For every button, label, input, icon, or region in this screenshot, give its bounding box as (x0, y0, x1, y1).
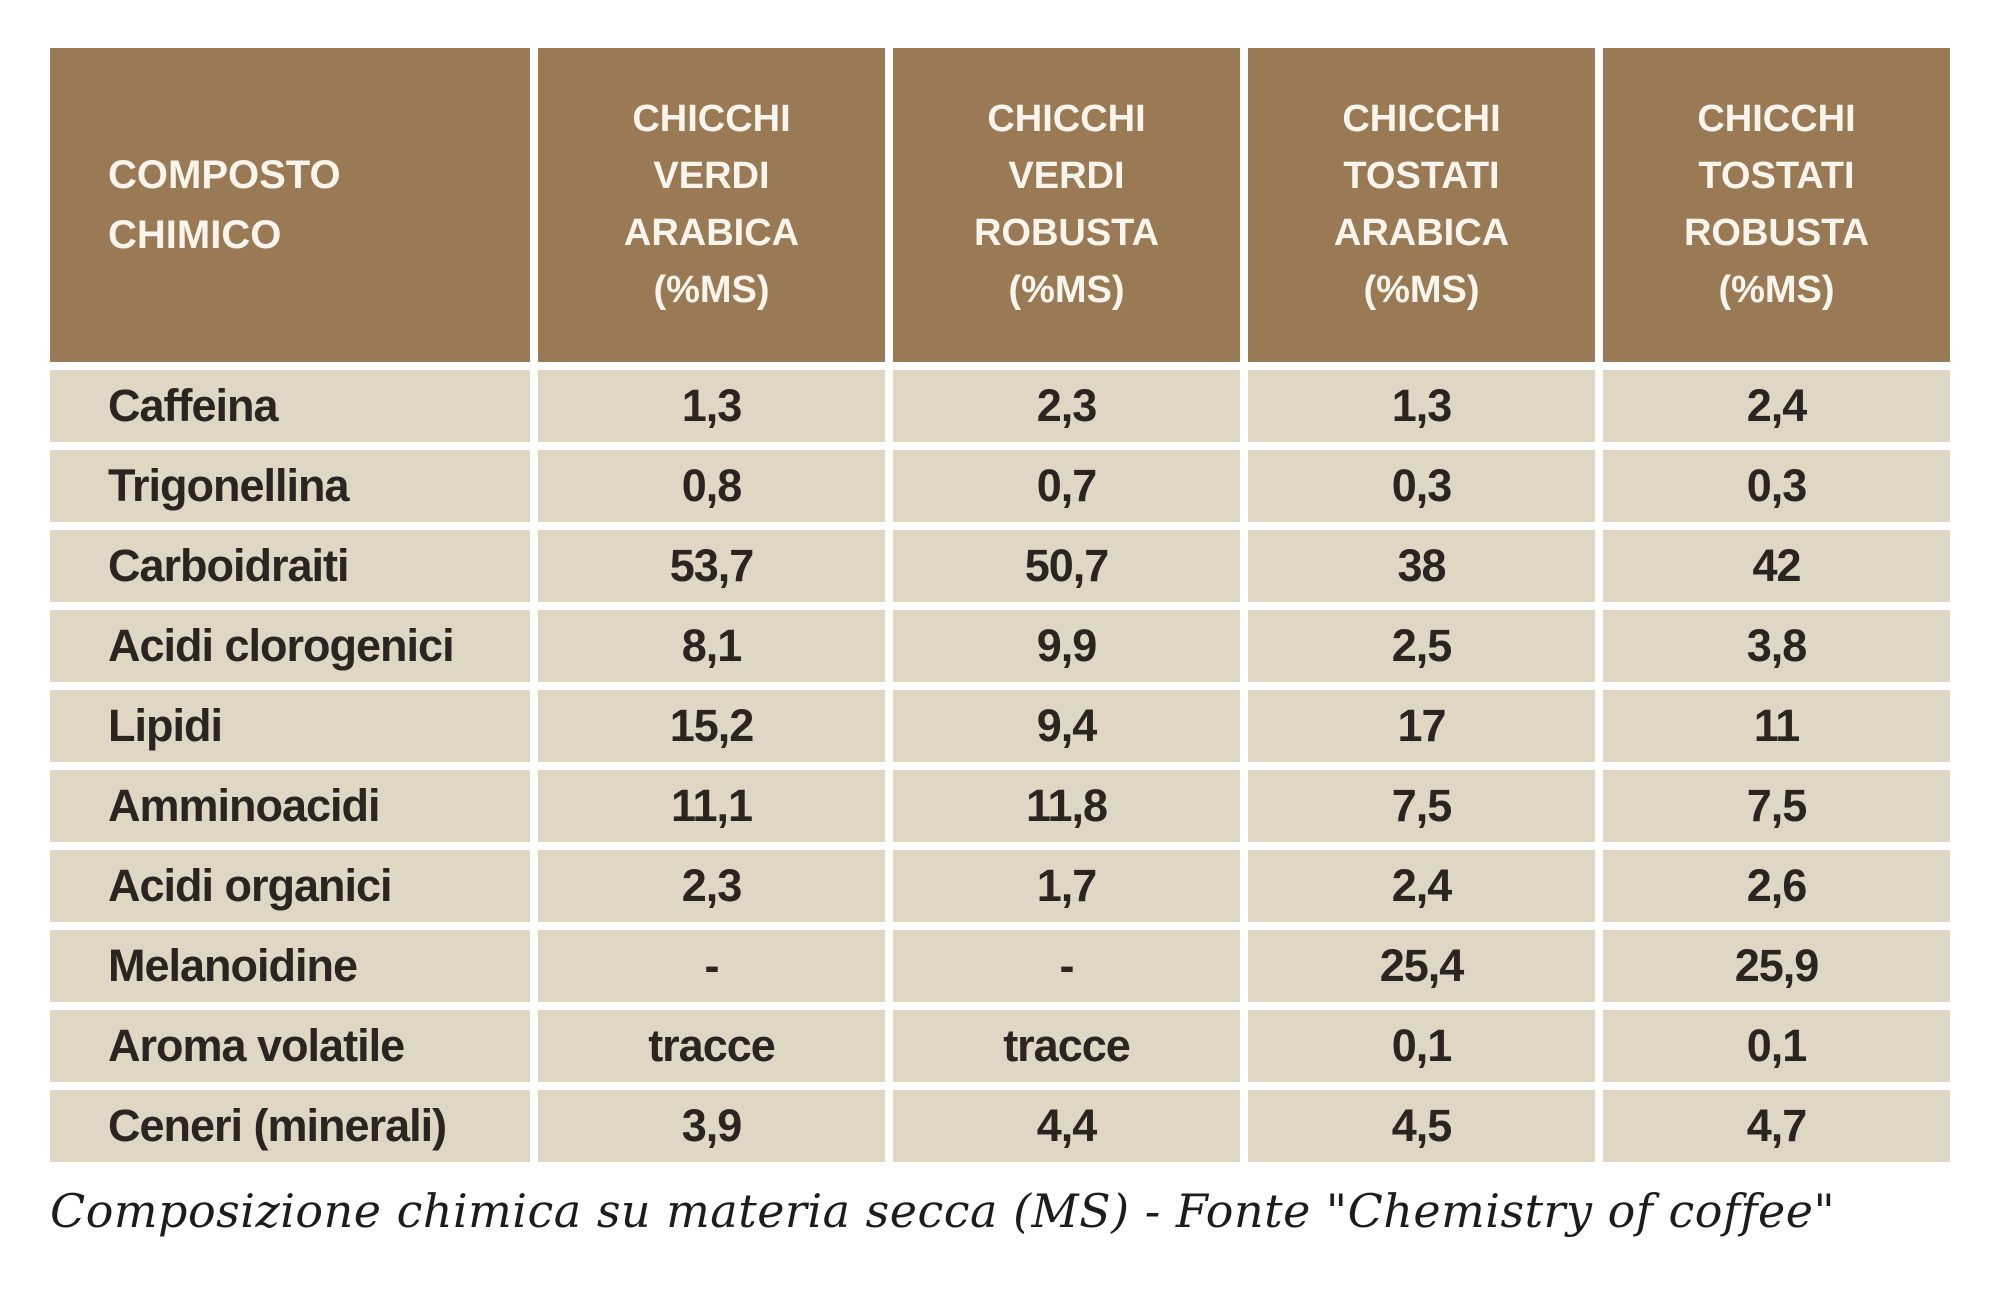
value-cell: tracce (538, 1010, 885, 1082)
value-cell: 42 (1603, 530, 1950, 602)
value-cell: 17 (1248, 690, 1595, 762)
value-cell: 0,3 (1603, 450, 1950, 522)
column-header-chicchi-tostati-arabica: CHICCHI TOSTATI ARABICA (%MS) (1248, 48, 1595, 362)
table-row: Aroma volatile tracce tracce 0,1 0,1 (50, 1010, 1950, 1082)
value-cell: 50,7 (893, 530, 1240, 602)
value-cell: 7,5 (1248, 770, 1595, 842)
value-cell: 2,4 (1603, 370, 1950, 442)
header-row: COMPOSTO CHIMICO CHICCHI VERDI ARABICA (… (50, 48, 1950, 362)
table-row: Acidi organici 2,3 1,7 2,4 2,6 (50, 850, 1950, 922)
value-cell: 11,1 (538, 770, 885, 842)
table-row: Ceneri (minerali) 3,9 4,4 4,5 4,7 (50, 1090, 1950, 1162)
table-row: Trigonellina 0,8 0,7 0,3 0,3 (50, 450, 1950, 522)
value-cell: 0,3 (1248, 450, 1595, 522)
value-cell: 2,4 (1248, 850, 1595, 922)
value-cell: 1,3 (1248, 370, 1595, 442)
value-cell: 38 (1248, 530, 1595, 602)
value-cell: 0,1 (1603, 1010, 1950, 1082)
value-cell: 3,8 (1603, 610, 1950, 682)
table-row: Caffeina 1,3 2,3 1,3 2,4 (50, 370, 1950, 442)
value-cell: 9,9 (893, 610, 1240, 682)
value-cell: 0,1 (1248, 1010, 1595, 1082)
column-header-chicchi-verdi-arabica: CHICCHI VERDI ARABICA (%MS) (538, 48, 885, 362)
value-cell: 53,7 (538, 530, 885, 602)
value-cell: 0,8 (538, 450, 885, 522)
column-header-chicchi-verdi-robusta: CHICCHI VERDI ROBUSTA (%MS) (893, 48, 1240, 362)
table-row: Lipidi 15,2 9,4 17 11 (50, 690, 1950, 762)
value-cell: 2,3 (893, 370, 1240, 442)
value-cell: - (893, 930, 1240, 1002)
value-cell: 11,8 (893, 770, 1240, 842)
value-cell: 1,7 (893, 850, 1240, 922)
compound-name-cell: Ceneri (minerali) (50, 1090, 530, 1162)
value-cell: 25,4 (1248, 930, 1595, 1002)
value-cell: 9,4 (893, 690, 1240, 762)
table-row: Melanoidine - - 25,4 25,9 (50, 930, 1950, 1002)
column-header-chicchi-tostati-robusta: CHICCHI TOSTATI ROBUSTA (%MS) (1603, 48, 1950, 362)
compound-name-cell: Trigonellina (50, 450, 530, 522)
chemical-composition-table: COMPOSTO CHIMICO CHICCHI VERDI ARABICA (… (42, 40, 1958, 1170)
value-cell: 2,3 (538, 850, 885, 922)
table-caption: Composizione chimica su materia secca (M… (50, 1184, 1836, 1238)
value-cell: 1,3 (538, 370, 885, 442)
value-cell: 15,2 (538, 690, 885, 762)
value-cell: - (538, 930, 885, 1002)
compound-name-cell: Melanoidine (50, 930, 530, 1002)
compound-name-cell: Acidi organici (50, 850, 530, 922)
compound-name-cell: Carboidraiti (50, 530, 530, 602)
compound-name-cell: Acidi clorogenici (50, 610, 530, 682)
table-row: Amminoacidi 11,1 11,8 7,5 7,5 (50, 770, 1950, 842)
table-row: Acidi clorogenici 8,1 9,9 2,5 3,8 (50, 610, 1950, 682)
column-header-composto-chimico: COMPOSTO CHIMICO (50, 48, 530, 362)
value-cell: 4,5 (1248, 1090, 1595, 1162)
table-row: Carboidraiti 53,7 50,7 38 42 (50, 530, 1950, 602)
value-cell: 11 (1603, 690, 1950, 762)
value-cell: 8,1 (538, 610, 885, 682)
value-cell: 2,6 (1603, 850, 1950, 922)
value-cell: 4,7 (1603, 1090, 1950, 1162)
value-cell: tracce (893, 1010, 1240, 1082)
value-cell: 4,4 (893, 1090, 1240, 1162)
compound-name-cell: Lipidi (50, 690, 530, 762)
value-cell: 0,7 (893, 450, 1240, 522)
value-cell: 7,5 (1603, 770, 1950, 842)
value-cell: 3,9 (538, 1090, 885, 1162)
compound-name-cell: Aroma volatile (50, 1010, 530, 1082)
value-cell: 25,9 (1603, 930, 1950, 1002)
compound-name-cell: Amminoacidi (50, 770, 530, 842)
value-cell: 2,5 (1248, 610, 1595, 682)
compound-name-cell: Caffeina (50, 370, 530, 442)
